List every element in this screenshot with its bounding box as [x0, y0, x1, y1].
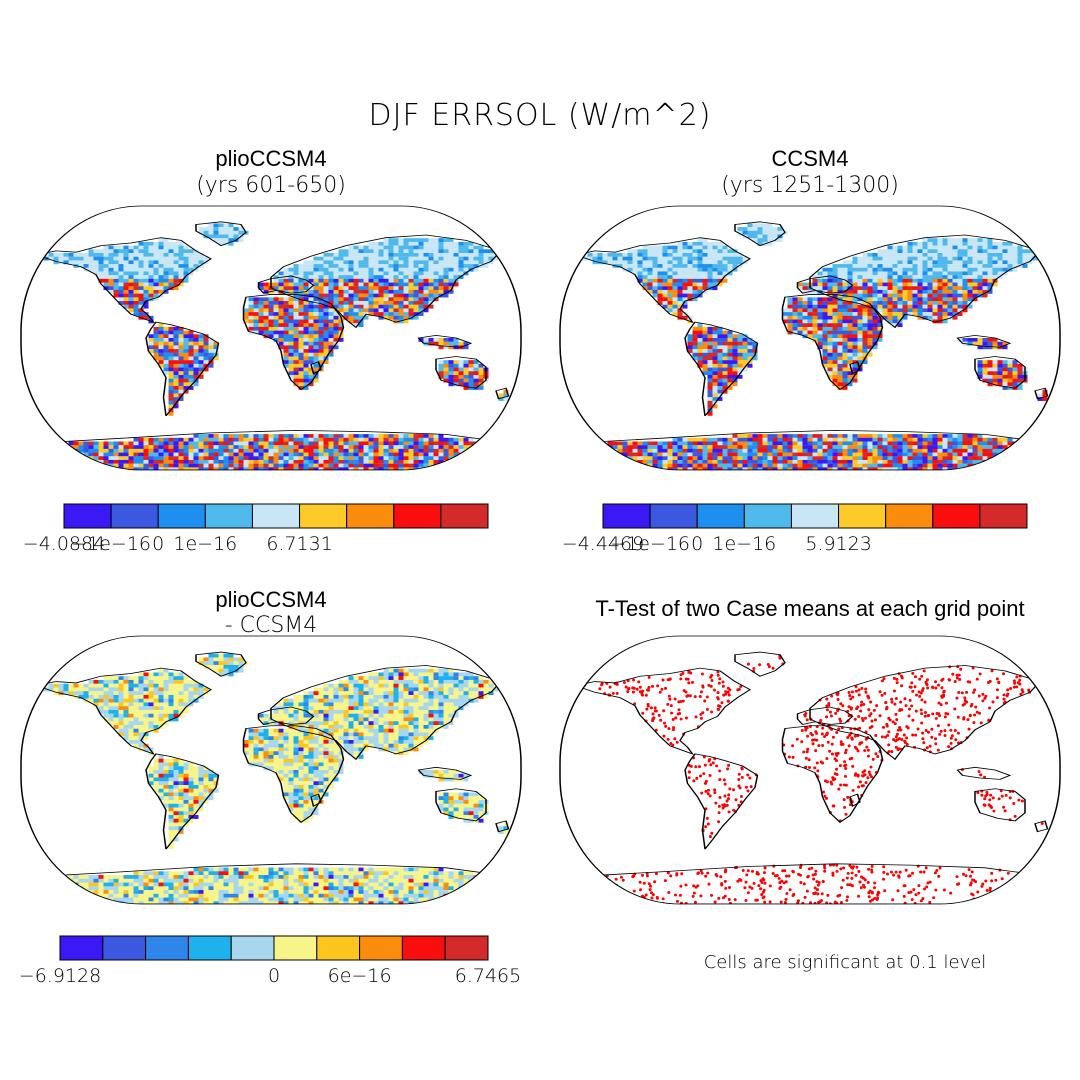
- map-plio: [20, 205, 522, 471]
- map-diff: [20, 635, 522, 905]
- map-border: [559, 635, 1061, 905]
- colorbar-swatch: [157, 503, 206, 529]
- colorbar-swatch: [110, 503, 159, 529]
- colorbar-swatch: [299, 503, 348, 529]
- map-border: [20, 635, 522, 905]
- map-ttest: [559, 635, 1061, 905]
- colorbar-tick-label: −1e−16: [610, 533, 690, 555]
- colorbar-tick-label: −6.9128: [19, 965, 101, 987]
- colorbar-tick-label: 0: [268, 965, 280, 987]
- colorbar-tick-label: 6e−16: [328, 965, 392, 987]
- panel-diff: plioCCSM4 - CCSM4 −6.9128 0 6e−16 6.7465: [19, 587, 522, 987]
- colorbar-swatch: [790, 503, 840, 529]
- panel-ttest-title: T-Test of two Case means at each grid po…: [595, 596, 1024, 621]
- colorbar-diff: −6.9128 0 6e−16 6.7465: [19, 935, 521, 987]
- land-field: [28, 223, 519, 470]
- colorbar-tick-label: −1e−16: [71, 533, 151, 555]
- panel-plio-subtitle: (yrs 601-650): [196, 173, 346, 198]
- panel-ccsm4-title: CCSM4: [771, 146, 848, 171]
- panel-ccsm4-subtitle: (yrs 1251-1300): [721, 173, 899, 198]
- map-border: [559, 205, 1061, 471]
- panel-plio-title: plioCCSM4: [215, 146, 326, 171]
- colorbar-swatch: [979, 503, 1028, 529]
- significance-field: [565, 654, 1056, 904]
- colorbar-swatch: [59, 935, 104, 961]
- map-border: [20, 205, 522, 471]
- figure-title: DJF ERRSOL (W/m^2): [369, 98, 712, 133]
- colorbar-tick-label: 0: [691, 533, 703, 555]
- colorbar-swatch: [251, 503, 301, 529]
- colorbar-tick-label: 6.7465: [455, 965, 521, 987]
- colorbar-swatch: [204, 503, 253, 529]
- colorbar-swatch: [230, 935, 275, 961]
- colorbar-swatch: [444, 935, 489, 961]
- colorbar-swatch: [649, 503, 698, 529]
- colorbar-tick-label: −4.4469: [562, 533, 644, 555]
- panel-diff-subtitle: - CCSM4: [225, 613, 318, 638]
- map-background: [560, 636, 1060, 904]
- colorbar-tick-label: 6.7131: [266, 533, 332, 555]
- panel-ttest: T-Test of two Case means at each grid po…: [559, 596, 1061, 973]
- panel-ccsm4: CCSM4 (yrs 1251-1300) −4.4469−1e−16 0 1e−1…: [559, 146, 1061, 555]
- colorbar-swatch: [401, 935, 446, 961]
- colorbar-plio: −4.0884−1e−16 0 1e−16 6.7131: [23, 503, 489, 555]
- colorbar-swatch: [696, 503, 745, 529]
- colorbar-swatch: [273, 935, 318, 961]
- map-ccsm4: [559, 205, 1061, 471]
- colorbar-tick-label: 5.9123: [805, 533, 871, 555]
- colorbar-swatch: [743, 503, 792, 529]
- colorbar-ccsm4: −4.4469−1e−16 0 1e−16 5.9123: [562, 503, 1028, 555]
- panel-plio: plioCCSM4 (yrs 601-650) −4.0884−1e−16 0 1e…: [20, 146, 522, 555]
- colorbar-tick-label: 0: [152, 533, 164, 555]
- colorbar-swatch: [145, 935, 189, 961]
- colorbar-swatch: [838, 503, 887, 529]
- colorbar-swatch: [102, 935, 147, 961]
- colorbar-tick-label: 1e−16: [173, 533, 237, 555]
- colorbar-tick-label: 1e−16: [712, 533, 776, 555]
- colorbar-swatch: [359, 935, 403, 961]
- panel-diff-title: plioCCSM4: [215, 587, 326, 612]
- colorbar-swatch: [393, 503, 442, 529]
- colorbar-swatch: [885, 503, 934, 529]
- colorbar-swatch: [440, 503, 489, 529]
- colorbar-swatch: [63, 503, 112, 529]
- colorbar-swatch: [187, 935, 232, 961]
- colorbar-swatch: [602, 503, 651, 529]
- colorbar-swatch: [932, 503, 981, 529]
- colorbar-swatch: [316, 935, 361, 961]
- colorbar-swatch: [346, 503, 395, 529]
- significance-footnote: Cells are significant at 0.1 level: [704, 952, 987, 973]
- colorbar-tick-label: −4.0884: [23, 533, 105, 555]
